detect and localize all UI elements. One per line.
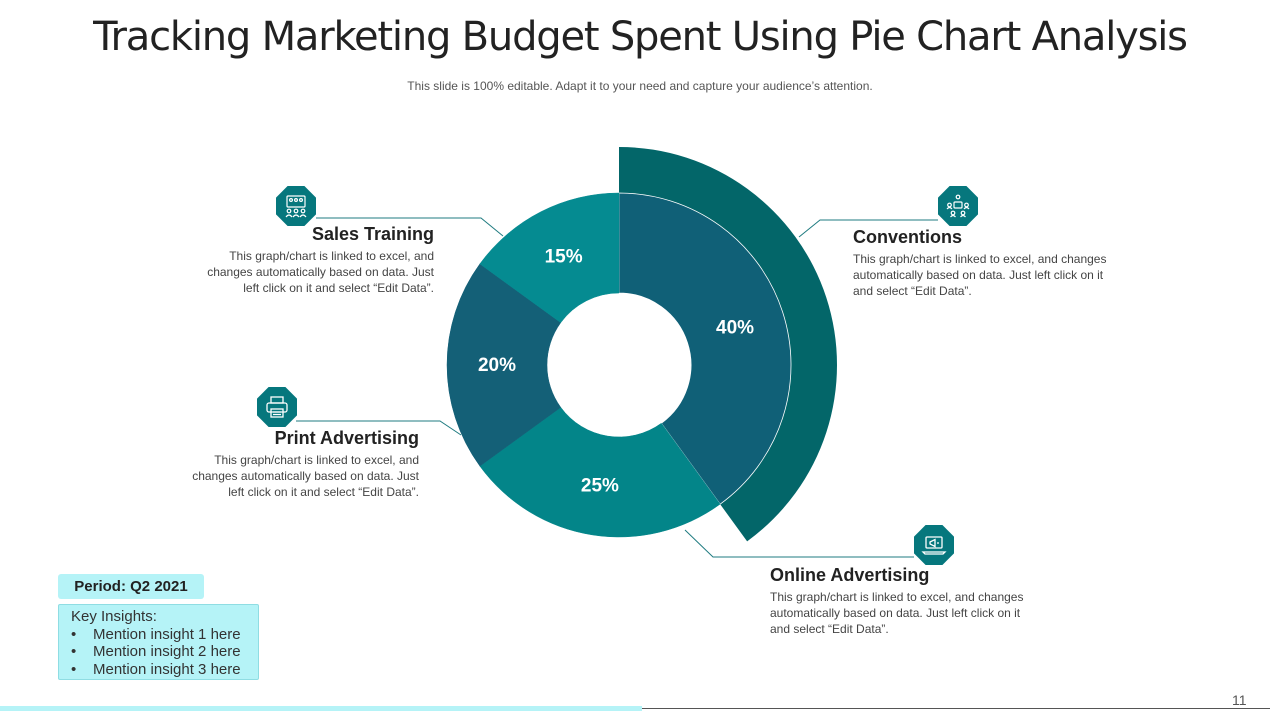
chart-slice-labels: 40% 25% 20% 15%	[478, 246, 754, 496]
printer-icon	[257, 387, 297, 427]
leader-lines	[296, 217, 938, 558]
key-insights-box: Key Insights: Mention insight 1 here Men…	[58, 604, 259, 680]
callout-description: This graph/chart is linked to excel, and…	[192, 453, 419, 499]
insight-item: Mention insight 3 here	[71, 661, 258, 679]
slice-conventions[interactable]	[618, 192, 792, 505]
callout-online-advertising: Online Advertising This graph/chart is l…	[770, 565, 1028, 637]
callout-title: Online Advertising	[770, 565, 930, 585]
presentation-group-icon	[276, 186, 316, 226]
callout-print-advertising: Print Advertising This graph/chart is li…	[160, 428, 419, 500]
period-badge: Period: Q2 2021	[58, 574, 204, 599]
callout-description: This graph/chart is linked to excel, and…	[853, 252, 1107, 298]
people-network-icon	[938, 186, 978, 226]
data-label-conventions: 40%	[716, 317, 754, 338]
slice-sales-training[interactable]	[479, 192, 620, 324]
page-number: 11	[1232, 692, 1247, 708]
slice-print-advertising[interactable]	[446, 263, 562, 467]
leader-line-conventions	[798, 219, 938, 238]
footer-rule	[642, 708, 1270, 709]
leader-line-print	[296, 420, 462, 436]
slice-online-advertising[interactable]	[479, 406, 721, 538]
data-label-sales-training: 15%	[545, 246, 583, 267]
leader-line-online	[684, 529, 914, 558]
chart-slices	[446, 147, 837, 542]
page-title: Tracking Marketing Budget Spent Using Pi…	[93, 14, 1188, 60]
insight-item: Mention insight 2 here	[71, 643, 258, 661]
callout-description: This graph/chart is linked to excel, and…	[207, 249, 434, 295]
data-label-print-advertising: 20%	[478, 355, 516, 376]
callout-conventions: Conventions This graph/chart is linked t…	[853, 227, 1111, 299]
key-insights-list: Mention insight 1 here Mention insight 2…	[71, 626, 258, 679]
callout-sales-training: Sales Training This graph/chart is linke…	[170, 224, 434, 296]
laptop-megaphone-icon	[914, 525, 954, 565]
callout-description: This graph/chart is linked to excel, and…	[770, 590, 1024, 636]
leader-line-sales	[316, 217, 504, 237]
key-insights-heading: Key Insights:	[71, 608, 157, 625]
footer-accent-bar	[0, 706, 642, 711]
callout-title: Conventions	[853, 227, 963, 247]
data-label-online-advertising: 25%	[581, 475, 619, 496]
page-subtitle: This slide is 100% editable. Adapt it to…	[407, 79, 873, 93]
callout-title: Sales Training	[311, 224, 434, 244]
callout-title: Print Advertising	[274, 428, 419, 448]
insight-item: Mention insight 1 here	[71, 626, 258, 644]
